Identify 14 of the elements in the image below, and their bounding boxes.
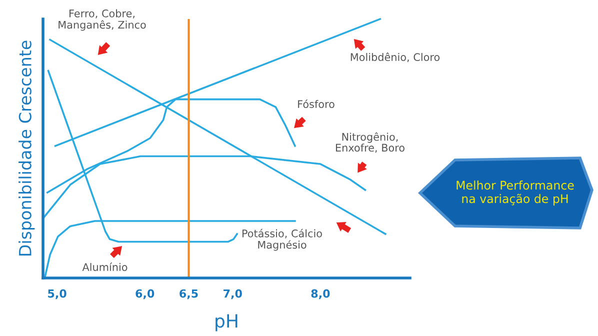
y-axis-title: Disponibilidade Crescente <box>18 40 35 256</box>
x-axis-title: pH <box>216 314 238 332</box>
series-label: Ferro, Cobre, Manganês, Zinco <box>58 9 146 31</box>
series-label: Fósforo <box>298 100 334 108</box>
series-label: Alumínio <box>82 262 128 272</box>
series-label: Nitrogênio, Enxofre, Boro <box>336 132 404 153</box>
x-tick-label: 7,0 <box>224 289 242 300</box>
x-tick-label: 6,5 <box>180 289 198 300</box>
series-label: Molibdênio, Cloro <box>350 52 440 62</box>
x-tick-label: 5,0 <box>48 289 66 300</box>
text: Melhor Performance na variação de pH <box>456 180 574 206</box>
x-tick-label: 8,0 <box>311 289 330 300</box>
series-label: Potássio, Cálcio Magnésio <box>242 228 322 251</box>
x-tick-label: 6,0 <box>136 289 154 300</box>
